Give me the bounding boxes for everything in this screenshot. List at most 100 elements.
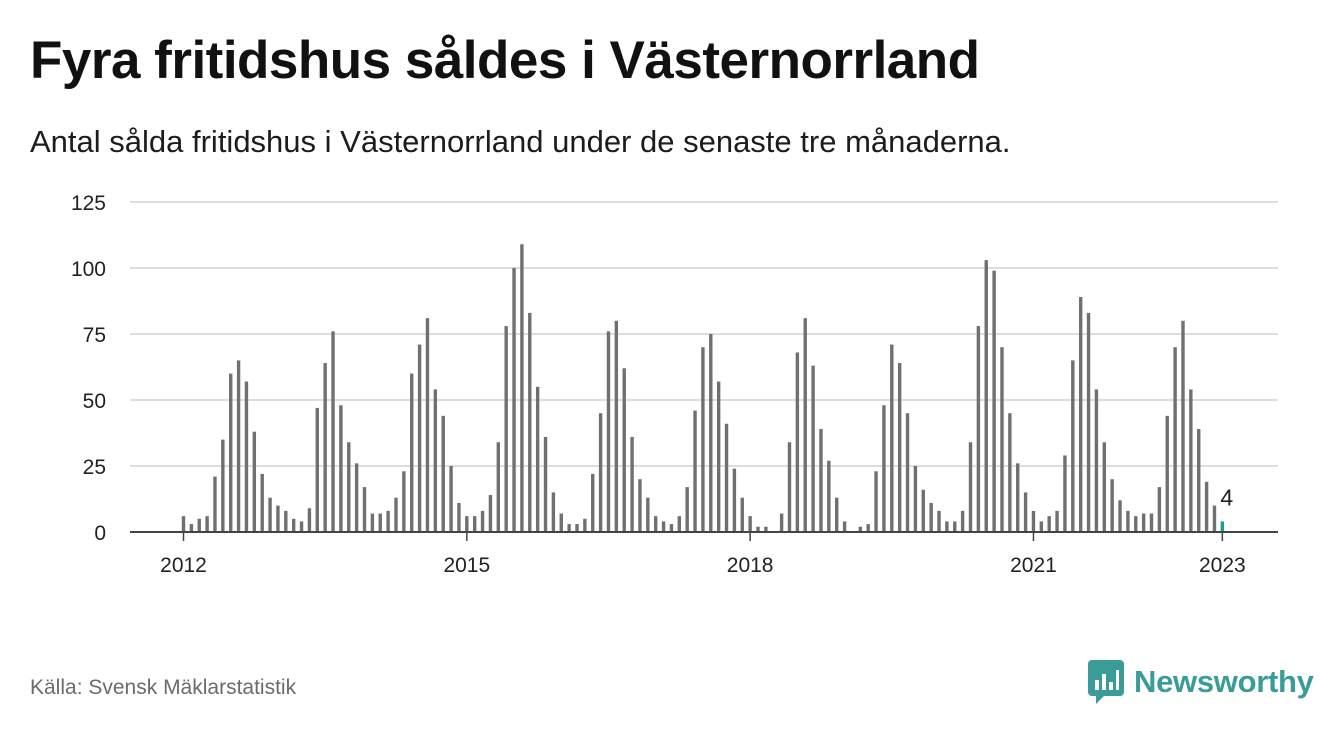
bar: [331, 331, 335, 532]
bar: [732, 468, 737, 532]
bar: [1055, 510, 1059, 532]
bar: [339, 405, 343, 532]
bar: [1204, 481, 1209, 532]
bar-chart-bubble-icon: [1088, 660, 1124, 704]
bar: [354, 463, 359, 532]
bar: [882, 405, 886, 532]
bar: [535, 386, 540, 532]
bar: [921, 489, 925, 532]
bar: [953, 521, 957, 532]
bar: [488, 495, 493, 532]
bar: [323, 363, 327, 532]
bar: [858, 526, 863, 532]
bar: [716, 381, 721, 532]
x-tick-label: 2018: [727, 554, 774, 577]
bar: [1031, 510, 1036, 532]
bar: [654, 516, 658, 532]
bar: [520, 244, 524, 532]
bar: [591, 473, 595, 532]
bar: [937, 510, 941, 532]
bar: [433, 389, 438, 532]
bar: [1063, 455, 1067, 532]
bar: [748, 516, 752, 532]
x-axis: [130, 531, 1278, 541]
bar: [874, 471, 878, 532]
bar: [394, 497, 398, 532]
bar: [221, 439, 225, 532]
bar: [1008, 413, 1012, 532]
bar: [630, 436, 634, 532]
bar: [229, 373, 233, 532]
bar: [543, 436, 548, 532]
bar: [803, 318, 807, 532]
bar: [347, 442, 351, 532]
bar: [1165, 415, 1169, 532]
chart-subtitle: Antal sålda fritidshus i Västernorrland …: [30, 124, 1011, 159]
bar: [496, 442, 500, 532]
bar: [472, 516, 477, 532]
bar: [1189, 389, 1193, 532]
y-tick-label: 25: [83, 456, 106, 479]
bar: [740, 497, 744, 532]
bar: [299, 521, 304, 532]
bar: [1086, 312, 1091, 532]
bar: [1039, 521, 1044, 532]
bar: [1016, 463, 1020, 532]
x-tick-label: 2023: [1199, 554, 1246, 577]
bar: [386, 510, 390, 532]
bar: [701, 347, 705, 532]
bar: [441, 415, 445, 532]
bar: [661, 521, 666, 532]
bar: [268, 497, 272, 532]
bar: [197, 518, 201, 532]
chart-title: Fyra fritidshus såldes i Västernorrland: [30, 31, 980, 90]
bar: [189, 524, 194, 532]
bar: [1173, 347, 1177, 532]
bar: [236, 360, 241, 532]
bar: [614, 320, 619, 532]
bar: [1220, 521, 1225, 532]
y-tick-label: 0: [94, 522, 106, 545]
bar: [410, 373, 414, 532]
bar: [779, 513, 784, 532]
bar: [512, 268, 516, 532]
bar: [504, 326, 508, 532]
logo-text: Newsworthy: [1134, 664, 1314, 699]
bar: [528, 312, 532, 532]
bar: [291, 518, 296, 532]
bar: [575, 524, 579, 532]
y-tick-label: 75: [83, 324, 106, 347]
bar: [811, 365, 815, 532]
bar: [465, 516, 469, 532]
bar: [685, 487, 689, 532]
bar: [307, 508, 312, 532]
bar: [1157, 487, 1162, 532]
highlight-data-label: 4: [1220, 484, 1233, 510]
tick-labels: 0 25 50 75 100 125 4 2012 2015 2018 2021 2023: [71, 192, 1246, 577]
y-tick-label: 125: [71, 192, 106, 215]
bar: [693, 410, 697, 532]
bar: [457, 502, 461, 532]
bar: [669, 524, 674, 532]
bar: [724, 423, 729, 532]
bar: [402, 471, 406, 532]
bar: [1141, 513, 1146, 532]
bar: [622, 368, 626, 532]
bar: [976, 326, 981, 532]
bar: [787, 442, 792, 532]
bar: [315, 407, 319, 532]
bar: [1094, 389, 1099, 532]
bar: [897, 363, 902, 532]
bar: [260, 473, 264, 532]
bar: [905, 413, 910, 532]
bar: [945, 521, 949, 532]
bar: [866, 524, 870, 532]
bar: [606, 331, 611, 532]
bar: [1212, 505, 1217, 532]
bar: [252, 431, 257, 532]
bar: [827, 460, 831, 532]
bar: [1134, 516, 1138, 532]
bar: [913, 466, 918, 532]
bar: [1110, 479, 1114, 532]
bar: [425, 318, 430, 532]
